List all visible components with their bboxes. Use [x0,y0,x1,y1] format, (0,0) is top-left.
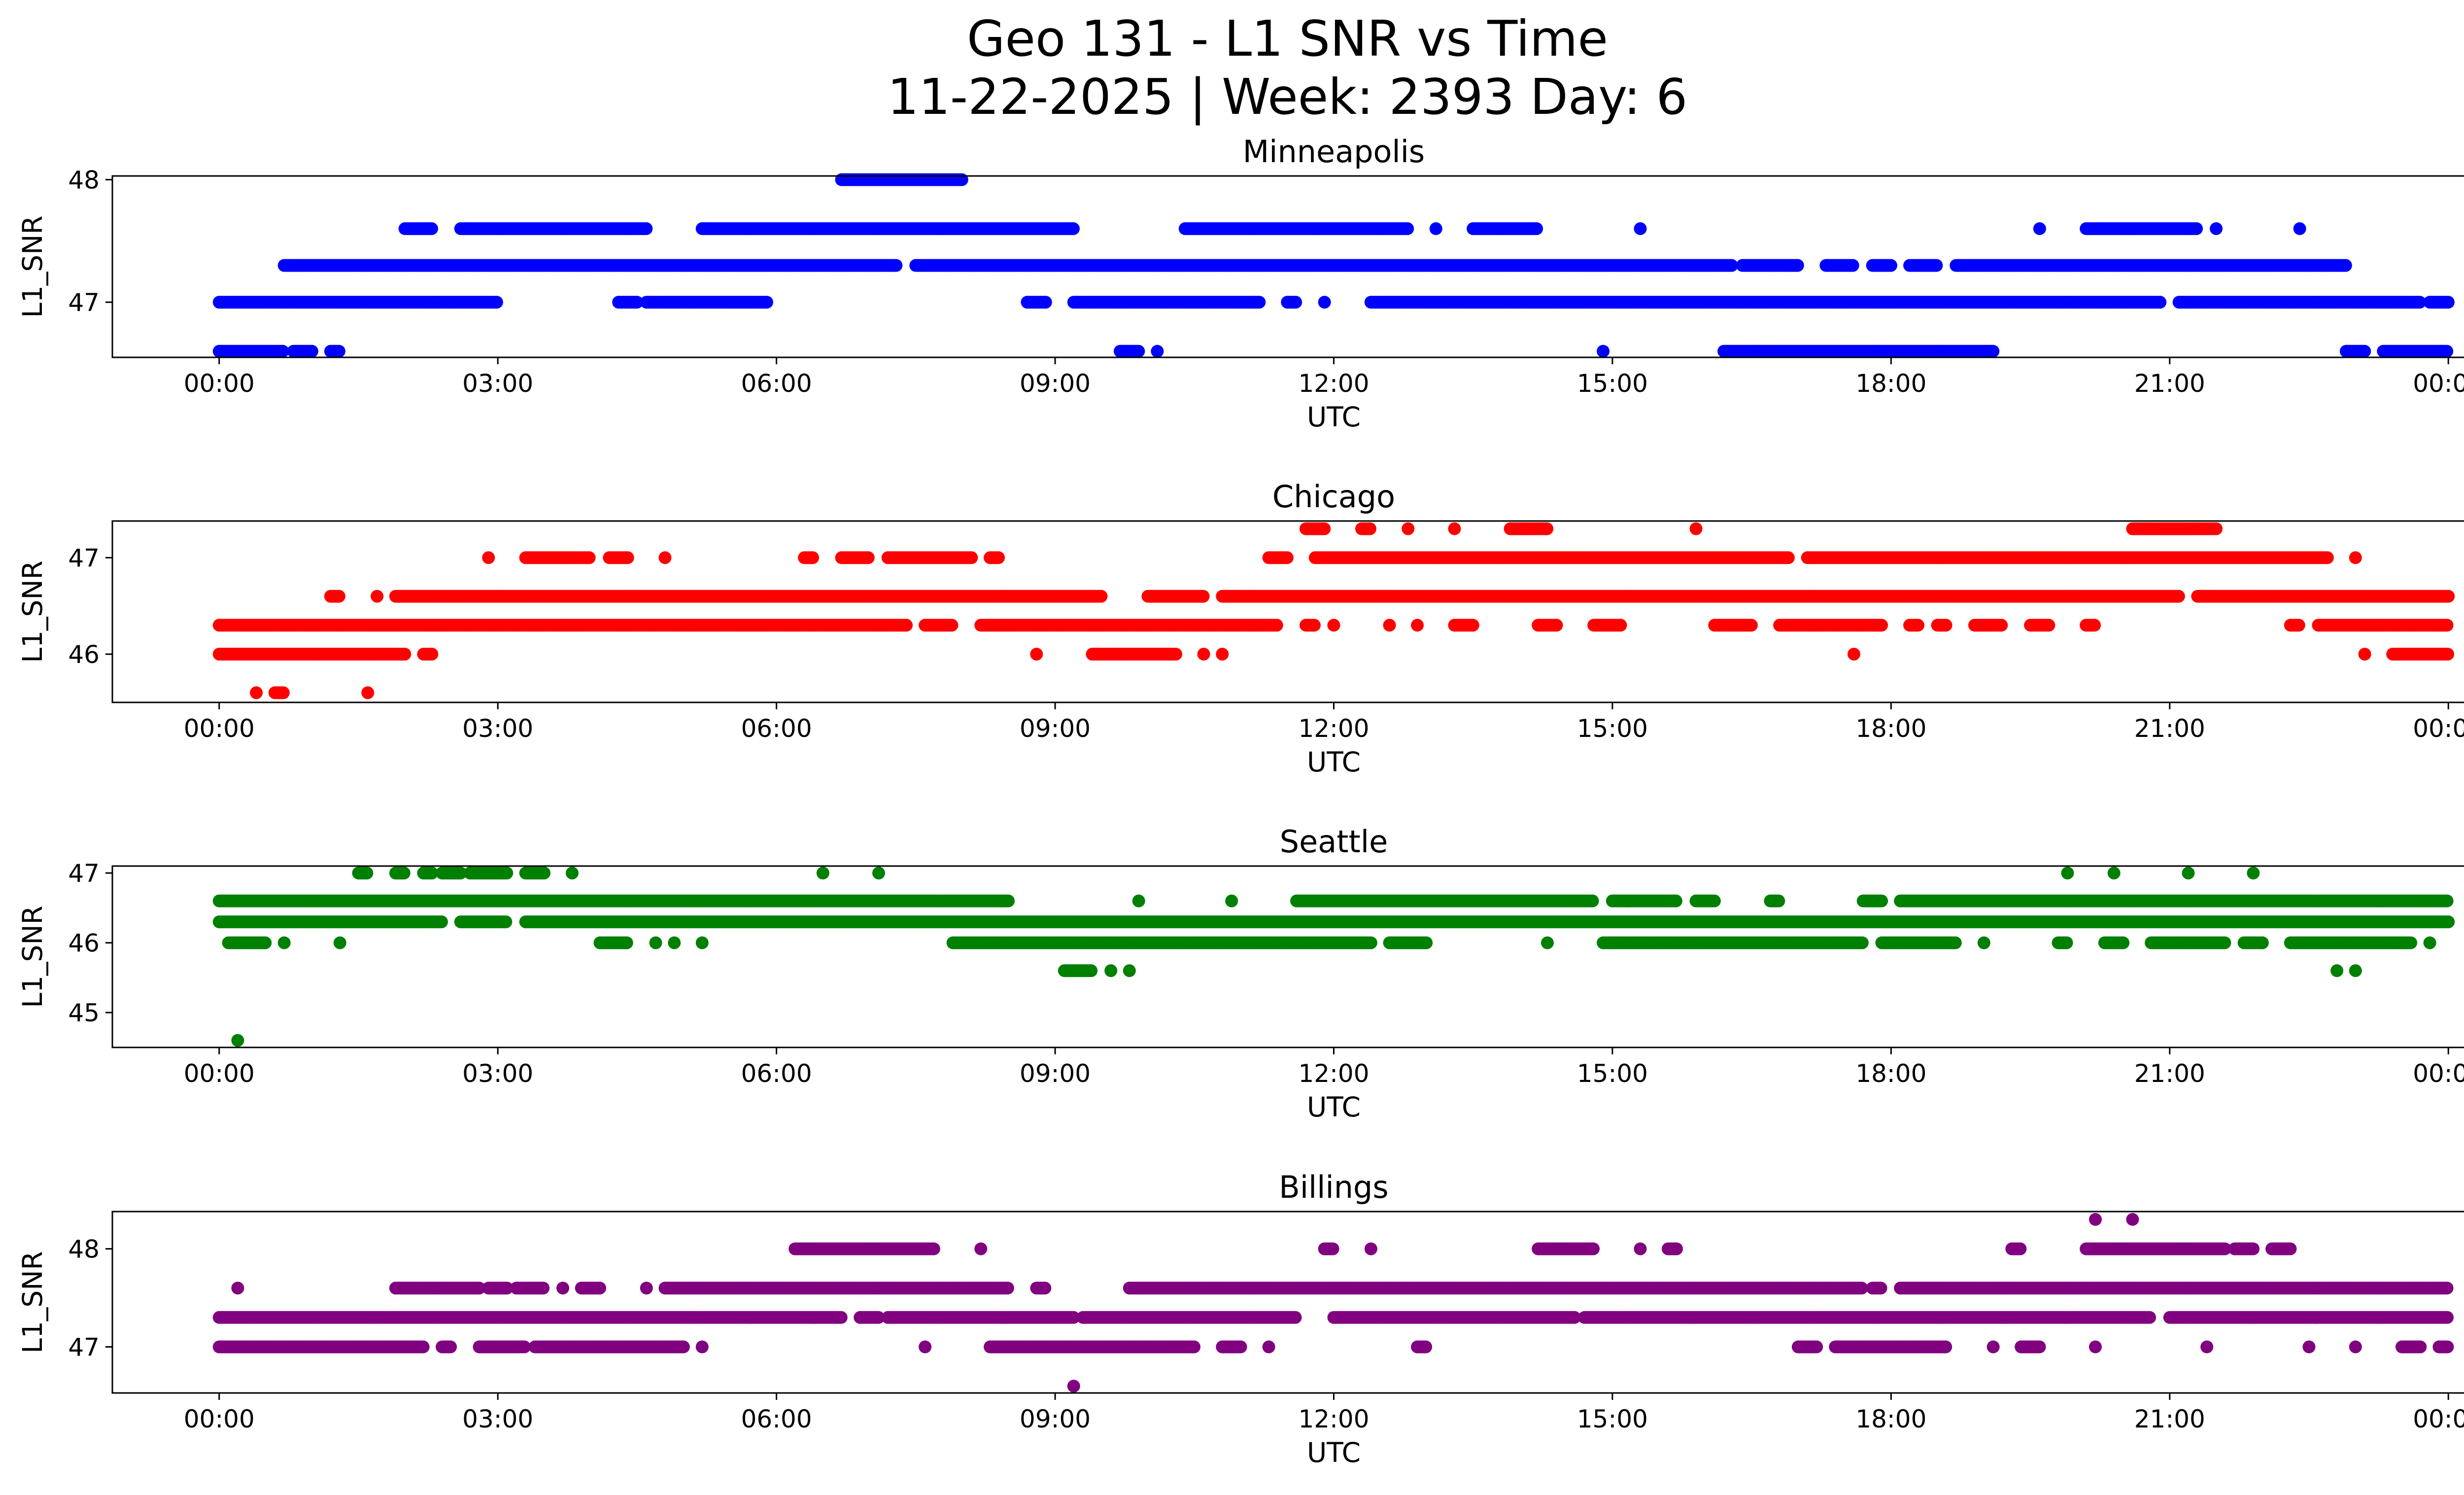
data-point [1067,222,1080,235]
data-point [1289,296,1302,309]
data-point [482,551,495,564]
data-point [965,551,978,564]
y-axis-label: L1_SNR [17,215,48,317]
x-tick-label: 15:00 [1577,369,1648,398]
subplot-minneapolis: Minneapolis 00:00 03:00 06:00 09:00 12:00 15:0… [17,134,2464,433]
data-point [1401,222,1414,235]
data-point [806,551,820,564]
data-point [1448,522,1461,535]
x-tick-label: 00:00 [184,369,255,398]
data-point [2210,222,2223,235]
data-point [1280,551,1294,564]
data-point [760,296,773,309]
data-point [1689,522,1703,535]
data-point [2339,259,2352,272]
data-point [1197,590,1210,603]
data-points [212,173,2455,358]
figure-title: Geo 131 - L1 SNR vs Time 11-22-2025 | We… [0,10,2464,126]
data-point [1930,259,1943,272]
data-point [1318,522,1331,535]
data-point [2154,296,2167,309]
data-point [658,551,672,564]
data-point [1402,522,1415,535]
data-point [861,551,875,564]
data-point [2190,222,2203,235]
data-point [490,296,503,309]
data-point [2293,222,2306,235]
x-tick-label: 21:00 [2134,369,2205,398]
subplot-title: Minneapolis [1243,134,1425,170]
data-point [1039,296,1052,309]
data-point [2358,345,2371,358]
data-point [1151,345,1164,358]
data-point [1530,222,1543,235]
data-point [1318,296,1331,309]
data-point [992,551,1005,564]
x-tick-label: 09:00 [1020,369,1091,398]
x-tick-label: 06:00 [741,369,812,398]
data-point [2210,522,2223,535]
data-point [1781,551,1795,564]
data-point [2349,551,2362,564]
data-point [332,590,345,603]
data-point [1986,345,2000,358]
data-point [1846,259,1859,272]
data-point [1132,345,1145,358]
data-point [640,222,653,235]
data-point [2441,296,2455,309]
data-points [212,522,2455,699]
x-tick-label: 00:00 [2413,369,2464,398]
data-point [1364,522,1376,535]
data-point [2321,551,2334,564]
data-point [1429,222,1442,235]
data-point [621,551,634,564]
x-tick-label: 03:00 [462,369,533,398]
data-point [1253,296,1266,309]
data-point [371,590,384,603]
y-tick-label: 48 [68,166,100,194]
data-point [1095,590,1108,603]
data-point [1540,522,1554,535]
x-tick-label: 12:00 [1298,369,1369,398]
data-point [955,173,968,186]
data-point [1791,259,1804,272]
y-tick-label: 47 [68,288,100,317]
data-point [1597,345,1610,358]
data-point [1884,259,1897,272]
data-point [1634,222,1647,235]
data-point [2440,345,2454,358]
data-point [582,551,596,564]
figure-title-line-1: Geo 131 - L1 SNR vs Time [967,10,1608,68]
figure-title-line-2: 11-22-2025 | Week: 2393 Day: 6 [887,68,1688,126]
data-point [890,259,903,272]
data-point [425,222,438,235]
subplot-title: Chicago [1272,479,1395,515]
data-point [2033,222,2046,235]
x-tick-label: 18:00 [1855,369,1926,398]
x-axis-label: UTC [1307,401,1361,433]
data-point [332,345,345,358]
data-point [305,345,318,358]
